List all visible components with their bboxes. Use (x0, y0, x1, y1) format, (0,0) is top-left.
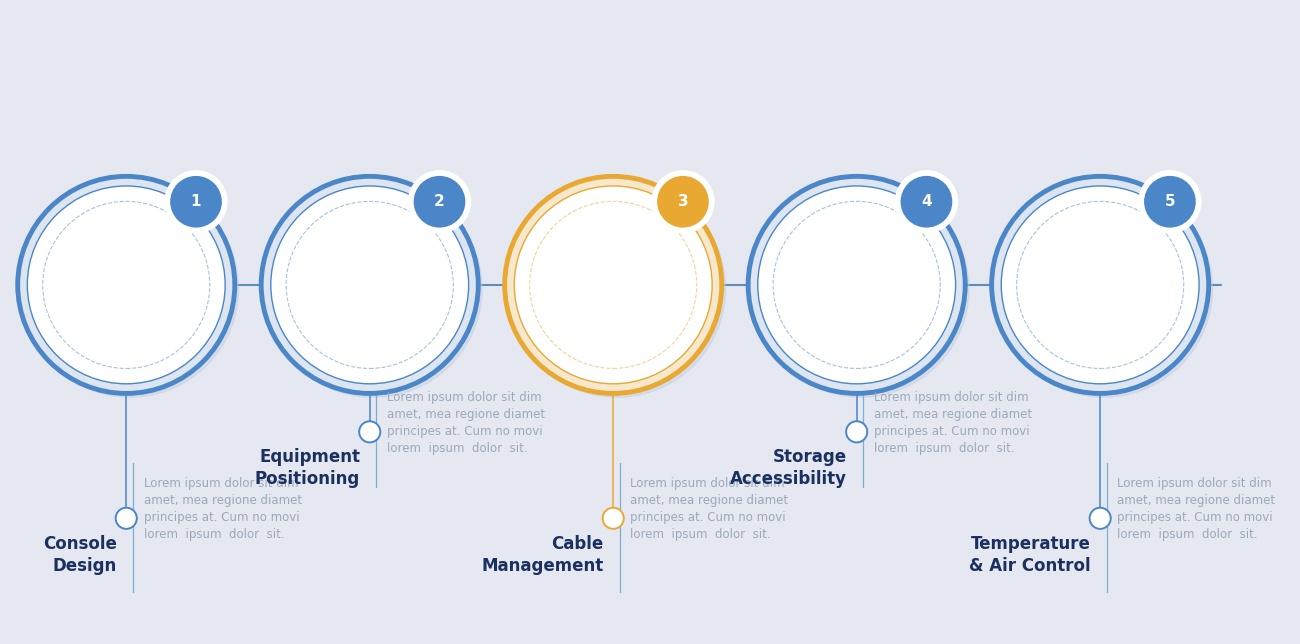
Circle shape (504, 176, 722, 393)
Circle shape (408, 170, 471, 233)
Text: 5: 5 (1165, 194, 1175, 209)
Circle shape (751, 180, 968, 397)
Circle shape (758, 186, 956, 384)
Circle shape (116, 507, 136, 529)
Circle shape (900, 175, 953, 229)
Circle shape (412, 175, 467, 229)
Circle shape (656, 175, 710, 229)
Circle shape (651, 170, 715, 233)
Circle shape (508, 180, 725, 397)
Circle shape (1001, 186, 1199, 384)
Circle shape (270, 186, 469, 384)
Text: Lorem ipsum dolor sit dim
amet, mea regione diamet
principes at. Cum no movi
lor: Lorem ipsum dolor sit dim amet, mea regi… (387, 390, 545, 455)
Text: Lorem ipsum dolor sit dim
amet, mea regione diamet
principes at. Cum no movi
lor: Lorem ipsum dolor sit dim amet, mea regi… (1118, 477, 1275, 541)
Text: Lorem ipsum dolor sit dim
amet, mea regione diamet
principes at. Cum no movi
lor: Lorem ipsum dolor sit dim amet, mea regi… (143, 477, 302, 541)
Circle shape (22, 180, 239, 397)
Text: Console
Design: Console Design (43, 535, 117, 575)
Circle shape (164, 170, 228, 233)
Circle shape (515, 186, 712, 384)
Circle shape (1089, 507, 1110, 529)
Text: Equipment
Positioning: Equipment Positioning (255, 448, 360, 488)
Circle shape (992, 176, 1209, 393)
Circle shape (261, 176, 478, 393)
Text: Lorem ipsum dolor sit dim
amet, mea regione diamet
principes at. Cum no movi
lor: Lorem ipsum dolor sit dim amet, mea regi… (630, 477, 789, 541)
Text: Storage
Accessibility: Storage Accessibility (731, 448, 848, 488)
Text: Lorem ipsum dolor sit dim
amet, mea regione diamet
principes at. Cum no movi
lor: Lorem ipsum dolor sit dim amet, mea regi… (874, 390, 1032, 455)
Circle shape (894, 170, 958, 233)
Circle shape (749, 176, 965, 393)
Text: 3: 3 (677, 194, 688, 209)
Circle shape (169, 175, 222, 229)
Circle shape (1143, 175, 1197, 229)
Circle shape (996, 180, 1213, 397)
Circle shape (1139, 170, 1201, 233)
Text: Cable
Management: Cable Management (481, 535, 603, 575)
Circle shape (27, 186, 225, 384)
Circle shape (603, 507, 624, 529)
Text: 1: 1 (191, 194, 202, 209)
Text: 2: 2 (434, 194, 445, 209)
Circle shape (18, 176, 235, 393)
Text: 4: 4 (922, 194, 932, 209)
Circle shape (846, 421, 867, 442)
Circle shape (265, 180, 482, 397)
Text: Temperature
& Air Control: Temperature & Air Control (968, 535, 1091, 575)
Circle shape (359, 421, 381, 442)
